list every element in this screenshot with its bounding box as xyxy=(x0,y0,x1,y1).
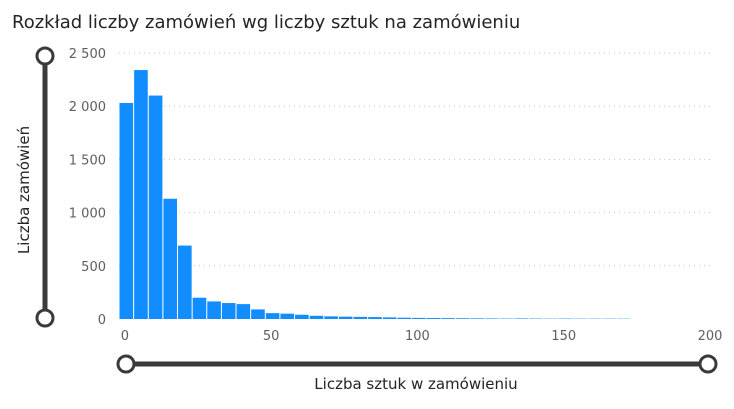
histogram-bar[interactable] xyxy=(134,70,148,319)
zoom-sliders xyxy=(35,46,718,374)
histogram-bar[interactable] xyxy=(455,318,470,319)
histogram-bar[interactable] xyxy=(353,316,368,319)
histogram-bar[interactable] xyxy=(470,318,485,319)
histogram-bar[interactable] xyxy=(338,316,353,319)
histogram-bar[interactable] xyxy=(280,313,295,319)
chart-title: Rozkład liczby zamówień wg liczby sztuk … xyxy=(12,12,521,33)
histogram-bar[interactable] xyxy=(119,103,134,320)
gridlines xyxy=(119,52,710,267)
histogram-bar[interactable] xyxy=(485,318,499,319)
histogram-bar[interactable] xyxy=(163,198,178,319)
histogram-bar[interactable] xyxy=(265,313,280,319)
histogram-bar[interactable] xyxy=(514,318,529,319)
histogram-bar[interactable] xyxy=(309,315,324,319)
histogram-bar[interactable] xyxy=(382,317,397,319)
x-tick-label: 200 xyxy=(698,329,723,344)
histogram-bar[interactable] xyxy=(178,245,192,319)
histogram-bar[interactable] xyxy=(221,303,236,319)
x-tick-label: 100 xyxy=(405,329,430,344)
x-tick-label: 50 xyxy=(263,329,280,344)
y-tick-labels: 0 500 1 000 1 500 2 000 2 500 xyxy=(69,47,106,328)
histogram-bar[interactable] xyxy=(368,317,382,319)
histogram-bar[interactable] xyxy=(426,318,441,319)
histogram-bar[interactable] xyxy=(295,314,309,319)
histogram-bar[interactable] xyxy=(397,317,412,319)
histogram-bar[interactable] xyxy=(207,301,221,319)
histogram-bar[interactable] xyxy=(192,297,207,319)
x-tick-labels: 0 50 100 150 200 xyxy=(121,329,723,344)
y-tick-label: 500 xyxy=(81,260,106,275)
y-tick-label: 0 xyxy=(98,313,106,328)
y-tick-label: 2 500 xyxy=(69,47,106,62)
y-tick-label: 1 500 xyxy=(69,153,106,168)
y-tick-label: 2 000 xyxy=(69,100,106,115)
histogram-bar[interactable] xyxy=(236,304,251,319)
y-zoom-handle-bottom[interactable] xyxy=(35,308,55,328)
bars xyxy=(119,70,631,320)
histogram-bar[interactable] xyxy=(412,317,426,319)
y-zoom-handle-top[interactable] xyxy=(35,46,55,66)
x-zoom-handle-right[interactable] xyxy=(698,354,718,374)
histogram-bar[interactable] xyxy=(324,316,338,319)
y-tick-label: 1 000 xyxy=(69,207,106,222)
x-axis-label: Liczba sztuk w zamówieniu xyxy=(314,375,518,393)
x-tick-label: 0 xyxy=(121,329,129,344)
x-tick-label: 150 xyxy=(551,329,576,344)
x-zoom-handle-left[interactable] xyxy=(116,354,136,374)
histogram-bar[interactable] xyxy=(441,318,455,319)
histogram-bar[interactable] xyxy=(148,95,163,319)
histogram-bar[interactable] xyxy=(251,309,265,319)
